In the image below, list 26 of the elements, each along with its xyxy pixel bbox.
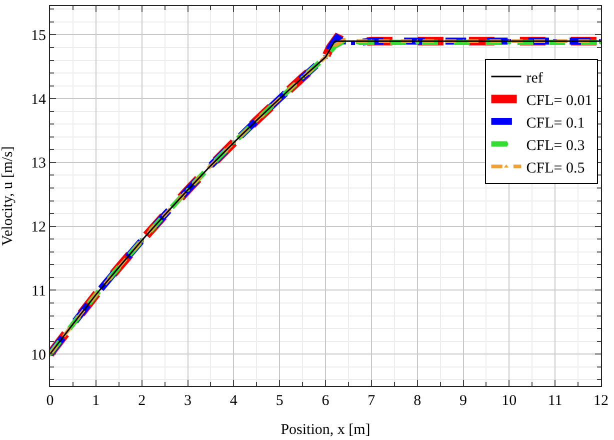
x-tick-label: 6 — [322, 393, 330, 409]
y-tick-label: 10 — [31, 347, 46, 364]
x-tick-label: 10 — [502, 393, 517, 409]
y-tick-label: 12 — [31, 220, 46, 236]
x-tick-label: 9 — [460, 393, 467, 409]
x-tick-label: 5 — [276, 393, 284, 409]
x-tick-label: 11 — [548, 393, 562, 409]
x-tick-label: 0 — [46, 393, 54, 409]
legend-label: ref — [526, 70, 543, 86]
x-tick-label: 2 — [138, 393, 146, 409]
x-tick-label: 7 — [368, 393, 376, 409]
y-tick-label: 11 — [32, 283, 46, 300]
legend-label: CFL= 0.3 — [526, 138, 585, 154]
y-axis-title: Velocity, u [m/s] — [0, 146, 16, 246]
y-tick-label: 13 — [31, 156, 46, 172]
x-tick-label: 1 — [92, 393, 100, 409]
y-tick-label: 14 — [31, 92, 46, 108]
x-tick-label: 3 — [184, 393, 192, 409]
legend-label: CFL= 0.5 — [526, 160, 585, 176]
x-tick-label: 4 — [230, 393, 238, 409]
x-axis-title: Position, x [m] — [280, 422, 370, 438]
x-tick-label: 12 — [594, 393, 608, 409]
y-tick-label: 15 — [31, 28, 46, 44]
legend-label: CFL= 0.1 — [526, 115, 585, 132]
legend-label: CFL= 0.01 — [526, 92, 592, 109]
x-tick-label: 8 — [414, 393, 422, 409]
